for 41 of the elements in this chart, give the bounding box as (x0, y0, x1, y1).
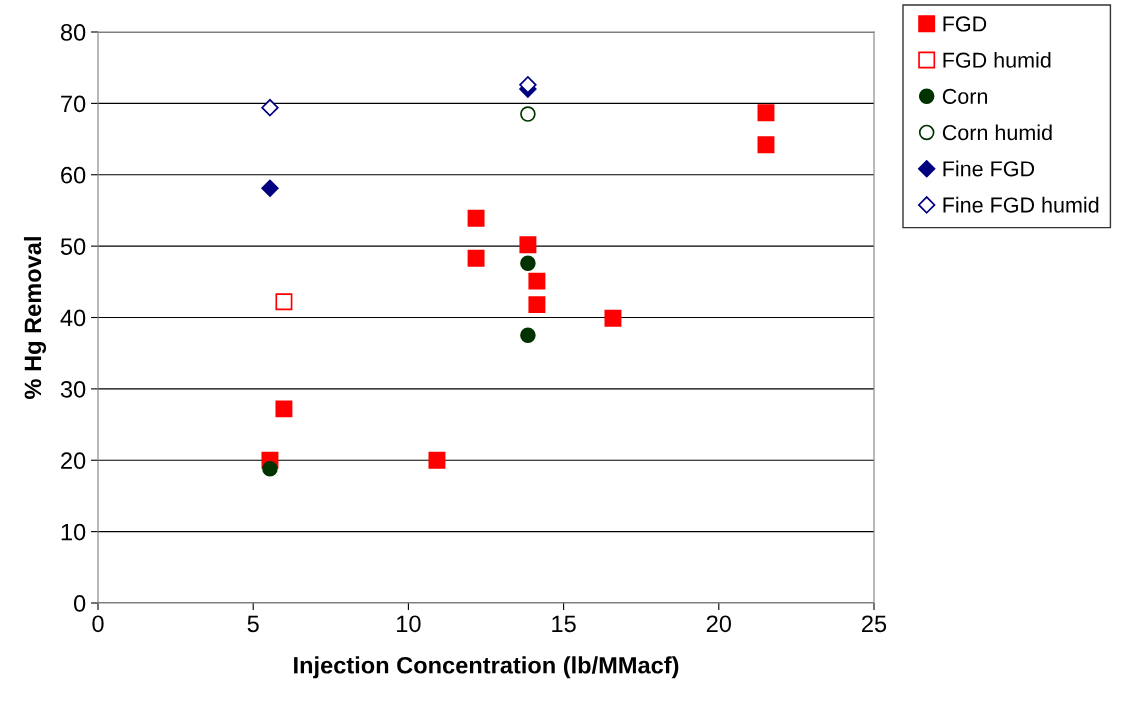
point (262, 461, 278, 477)
y-tick-label: 10 (61, 523, 86, 541)
y-tick-label: 80 (60, 24, 86, 41)
y-tick-label: 20 (61, 452, 86, 470)
y-tick-label: 50 (60, 238, 86, 255)
x-tick-label: 20 (706, 615, 732, 633)
legend-label: Corn (942, 88, 988, 104)
x-tick-label: 15 (552, 615, 576, 633)
point (757, 104, 775, 122)
y-axis-title: % Hg Removal (23, 237, 47, 399)
point (467, 249, 485, 267)
point (467, 209, 485, 227)
y-tick-label: 70 (61, 95, 86, 113)
y-tick-label: 0 (73, 595, 86, 612)
point (519, 236, 537, 254)
point (520, 106, 536, 122)
legend-label: Fine FGD humid (943, 196, 1099, 213)
x-tick-label: 0 (92, 615, 104, 633)
y-tick-label: 60 (61, 166, 86, 184)
point (520, 255, 536, 272)
point (604, 309, 622, 327)
x-axis-title: Injection Concentration (lb/MMacf) (294, 656, 679, 679)
point (275, 400, 293, 418)
point (757, 136, 775, 154)
legend-label: FGD (943, 16, 987, 32)
legend-label: FGD humid (943, 51, 1051, 68)
point (519, 76, 537, 94)
y-tick-label: 40 (60, 309, 86, 327)
legend-label: Corn humid (942, 124, 1052, 141)
legend-label: Fine FGD (943, 160, 1035, 177)
point (520, 327, 536, 344)
x-tick-label: 25 (862, 615, 887, 633)
point (428, 451, 446, 469)
point (261, 98, 279, 117)
point (528, 296, 546, 314)
y-tick-label: 30 (60, 380, 86, 398)
point (261, 179, 279, 198)
x-tick-label: 10 (397, 615, 421, 633)
point (275, 293, 293, 311)
point (528, 272, 546, 290)
x-tick-label: 5 (247, 615, 259, 633)
